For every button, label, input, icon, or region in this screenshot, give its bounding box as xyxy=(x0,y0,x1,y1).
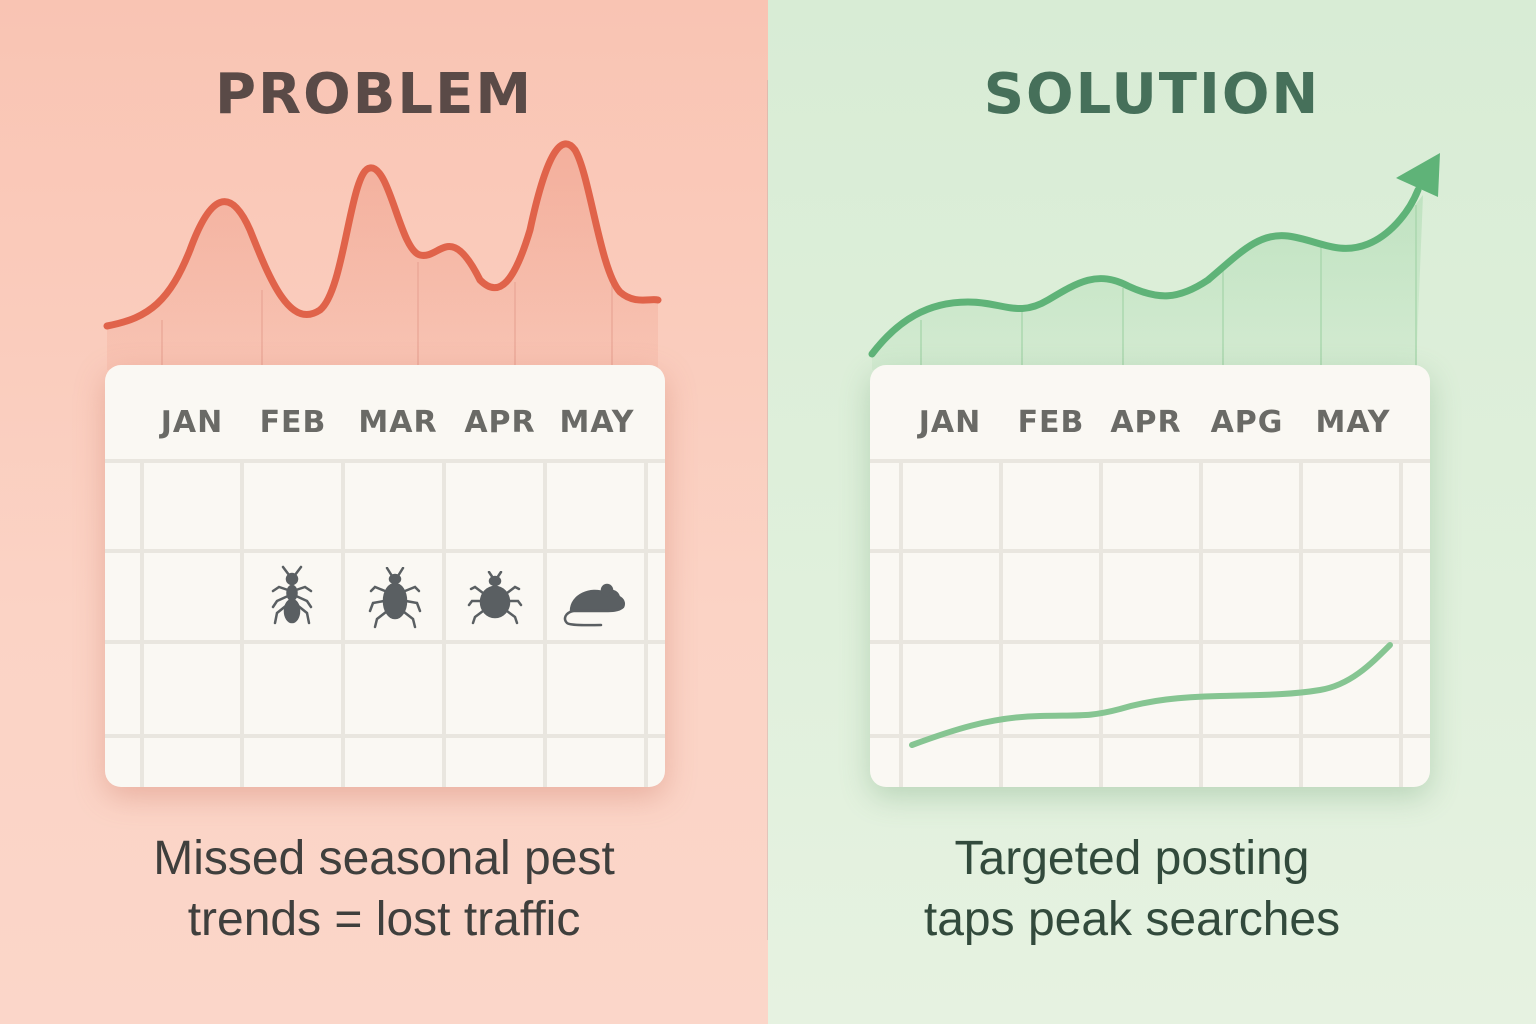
solution-trend-arrowhead xyxy=(1396,153,1440,197)
solution-month-label: APR xyxy=(1110,405,1182,440)
problem-caption-line: Missed seasonal pest xyxy=(153,832,615,885)
problem-caption: Missed seasonal pest trends = lost traff… xyxy=(0,828,768,950)
problem-month-label: FEB xyxy=(259,405,327,440)
solution-calendar-grid xyxy=(870,459,1430,787)
mouse-icon xyxy=(563,583,626,627)
solution-caption: Targeted posting taps peak searches xyxy=(768,828,1516,950)
problem-trend-chart xyxy=(103,140,662,370)
solution-caption-line: Targeted posting xyxy=(954,832,1310,885)
beetle-icon xyxy=(368,567,422,629)
problem-trend-gridlines xyxy=(161,262,613,370)
solution-trend-area xyxy=(872,195,1423,370)
solution-caption-line: taps peak searches xyxy=(923,893,1341,946)
problem-calendar-grid xyxy=(105,459,665,787)
problem-month-row: JAN FEB MAR APR MAY xyxy=(105,405,665,445)
problem-caption-line: trends = lost traffic xyxy=(187,893,581,946)
problem-calendar-card: JAN FEB MAR APR MAY xyxy=(105,365,665,787)
solution-trend-chart xyxy=(868,153,1440,370)
problem-month-label: MAY xyxy=(559,405,635,440)
solution-heading: SOLUTION xyxy=(983,62,1321,127)
problem-panel: PROBLEM xyxy=(0,0,768,1024)
problem-month-label: MAR xyxy=(358,405,438,440)
ant-icon xyxy=(271,565,313,625)
solution-calendar-card: JAN FEB APR APG MAY xyxy=(870,365,1430,787)
solution-month-label: APG xyxy=(1210,405,1284,440)
solution-month-label: FEB xyxy=(1017,405,1085,440)
problem-trend-area xyxy=(107,143,658,370)
solution-month-label: JAN xyxy=(918,405,982,440)
problem-heading: PROBLEM xyxy=(214,62,534,127)
solution-month-row: JAN FEB APR APG MAY xyxy=(870,405,1430,445)
solution-month-label: MAY xyxy=(1315,405,1391,440)
problem-month-label: JAN xyxy=(160,405,224,440)
problem-trend-line xyxy=(103,140,662,330)
solution-calendar-trend-line xyxy=(909,642,1393,748)
solution-trend-gridlines xyxy=(920,205,1417,370)
solution-trend-line xyxy=(868,186,1422,358)
tick-icon xyxy=(467,571,523,625)
solution-panel: SOLUTION xyxy=(768,0,1536,1024)
problem-month-label: APR xyxy=(464,405,536,440)
